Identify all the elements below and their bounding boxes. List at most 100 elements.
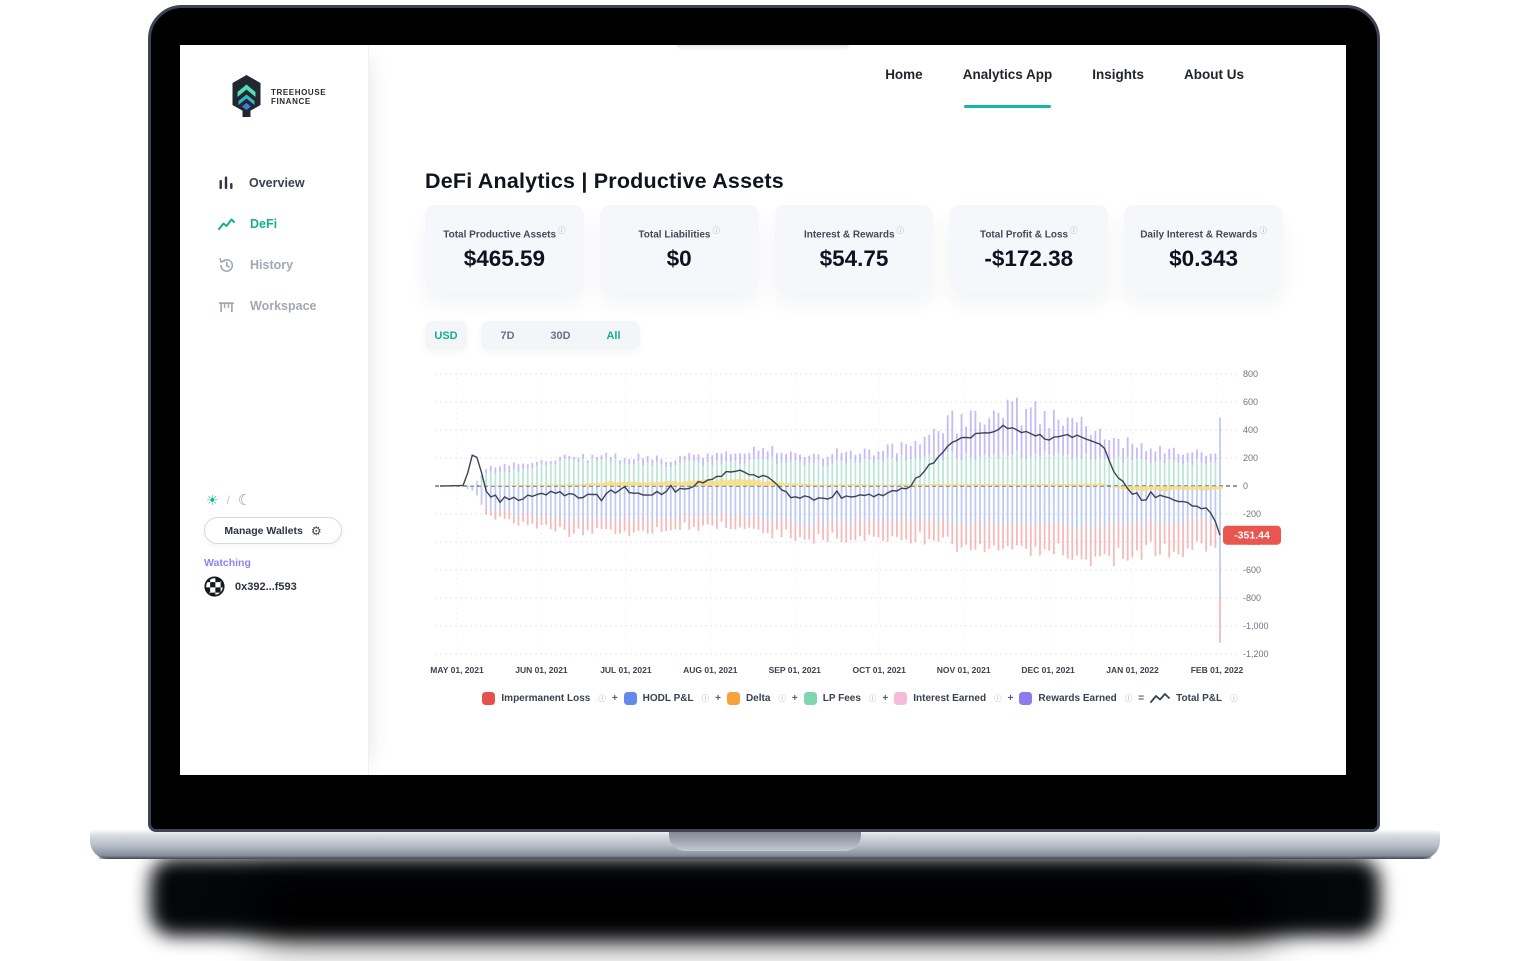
legend-swatch [726, 692, 740, 705]
brand-name-line1: TREEHOUSE [271, 87, 327, 97]
info-icon[interactable]: ⓘ [1259, 225, 1267, 235]
stat-value: $54.75 [819, 246, 889, 272]
legend-item-hodl-p-l[interactable]: HODL P&L ⓘ [623, 692, 710, 705]
legend-item-rewards-earned[interactable]: Rewards Earned ⓘ [1019, 692, 1132, 705]
currency-toggle-usd[interactable]: USD [425, 321, 467, 350]
stat-value: $0 [666, 246, 692, 272]
pnl-chart-area: 8006004002000-200-400-600-800-1,000-1,20… [425, 360, 1305, 722]
stat-card-total-productive-assets: Total Productive Assets ⓘ $465.59 [425, 205, 584, 292]
workspace-icon [218, 301, 235, 312]
range-all[interactable]: All [606, 329, 621, 342]
info-icon[interactable]: ⓘ [701, 694, 710, 703]
legend-operator: + [791, 693, 798, 704]
range-toggle-group: 7D 30D All [481, 321, 640, 350]
y-axis-label: -200 [1243, 509, 1261, 519]
x-axis-label: AUG 01, 2021 [683, 665, 738, 675]
stat-card-daily-interest-rewards: Daily Interest & Rewards ⓘ $0.343 [1124, 205, 1283, 292]
laptop-base [90, 830, 1440, 859]
brand-logo: TREEHOUSE FINANCE [230, 74, 326, 120]
legend-item-total-p-l[interactable]: Total P&L ⓘ [1150, 692, 1238, 705]
theme-toggle: ☀ / ☾ [206, 491, 252, 510]
legend-label: Impermanent Loss [501, 693, 591, 704]
info-icon[interactable]: ⓘ [1230, 694, 1238, 703]
legend-item-interest-earned[interactable]: Interest Earned ⓘ [894, 692, 1002, 705]
x-axis-label: JAN 01, 2022 [1106, 665, 1159, 675]
sidebar-item-label: Overview [249, 176, 305, 190]
info-icon[interactable]: ⓘ [778, 694, 786, 703]
legend-label: Rewards Earned [1038, 693, 1117, 704]
manage-wallets-button[interactable]: Manage Wallets ⚙ [204, 517, 342, 544]
moon-icon[interactable]: ☾ [237, 492, 252, 509]
treehouse-logo-icon [232, 75, 261, 117]
y-axis-label: 0 [1243, 481, 1248, 491]
total-pnl-line-icon [1150, 693, 1171, 703]
legend-item-lp-fees[interactable]: LP Fees ⓘ [803, 692, 877, 705]
info-icon[interactable]: ⓘ [1124, 694, 1133, 703]
theme-divider: / [226, 493, 230, 507]
main-content: Home Analytics App Insights About Us DeF… [368, 45, 1346, 775]
x-axis-label: NOV 01, 2021 [936, 665, 991, 675]
legend-operator: = [1138, 693, 1145, 704]
legend-label: LP Fees [822, 693, 861, 704]
x-axis-label: OCT 01, 2021 [852, 665, 906, 675]
sidebar-item-defi[interactable]: DeFi [218, 214, 358, 234]
info-icon[interactable]: ⓘ [896, 225, 905, 235]
x-axis-label: MAY 01, 2021 [430, 665, 484, 675]
wallet-list-item[interactable]: 0x392...f593 [204, 576, 297, 597]
range-30d[interactable]: 30D [550, 329, 571, 342]
pnl-chart[interactable]: 8006004002000-200-400-600-800-1,000-1,20… [425, 360, 1295, 660]
sidebar-item-overview[interactable]: Overview [218, 173, 358, 193]
legend-label: Delta [745, 693, 771, 704]
x-axis-label: JUL 01, 2021 [600, 665, 652, 675]
info-icon[interactable]: ⓘ [1070, 225, 1078, 235]
legend-item-delta[interactable]: Delta ⓘ [726, 692, 786, 705]
y-axis-label: -800 [1243, 593, 1261, 603]
legend-swatch [482, 692, 496, 705]
stat-value: $0.343 [1169, 246, 1238, 272]
sun-icon[interactable]: ☀ [206, 491, 219, 508]
legend-operator: + [715, 693, 721, 704]
camera-notch-shade [677, 45, 849, 50]
sidebar-item-label: DeFi [250, 217, 278, 231]
nav-item-insights[interactable]: Insights [1092, 67, 1144, 82]
sidebar-item-label: History [250, 258, 294, 272]
laptop-drop-shadow-soft [250, 880, 1280, 936]
info-icon[interactable]: ⓘ [868, 694, 877, 703]
trend-line-icon [218, 218, 235, 230]
stat-card-total-profit-loss: Total Profit & Loss ⓘ -$172.38 [949, 205, 1109, 292]
chart-legend: Impermanent Loss ⓘ + HODL P&L ⓘ + Delta ⓘ + LP Fe… [425, 692, 1295, 705]
nav-item-about-us[interactable]: About Us [1184, 67, 1244, 82]
x-axis-label: JUN 01, 2021 [515, 665, 568, 675]
stat-card-interest-rewards: Interest & Rewards ⓘ $54.75 [774, 205, 934, 292]
info-icon[interactable]: ⓘ [558, 225, 566, 235]
legend-item-impermanent-loss[interactable]: Impermanent Loss ⓘ [482, 692, 606, 705]
nav-item-analytics-app[interactable]: Analytics App [963, 67, 1052, 108]
legend-label: Interest Earned [913, 693, 987, 704]
legend-label: HODL P&L [642, 693, 694, 704]
stat-label: Daily Interest & Rewards [1140, 229, 1258, 241]
legend-swatch [803, 692, 817, 705]
sidebar-item-history[interactable]: History [218, 255, 358, 275]
laptop-base-notch [669, 830, 861, 851]
lp-fees-bars [457, 450, 1217, 486]
x-axis-label: SEP 01, 2021 [768, 665, 821, 675]
brand-name-line2: FINANCE [271, 97, 311, 106]
stat-value: $465.59 [463, 246, 546, 272]
wallet-address: 0x392...f593 [235, 580, 297, 593]
info-icon[interactable]: ⓘ [598, 694, 606, 703]
gear-icon: ⚙ [310, 523, 322, 538]
stat-label: Total Liabilities [638, 229, 711, 241]
nav-item-home[interactable]: Home [885, 67, 923, 82]
range-7d[interactable]: 7D [500, 329, 515, 342]
sidebar-item-label: Workspace [250, 299, 317, 313]
watching-label: Watching [204, 557, 251, 569]
sidebar-item-workspace[interactable]: Workspace [218, 296, 358, 316]
sidebar: TREEHOUSE FINANCE Overview DeFi [180, 45, 369, 775]
info-icon[interactable]: ⓘ [712, 225, 720, 235]
sidebar-nav: Overview DeFi History [218, 173, 358, 337]
info-icon[interactable]: ⓘ [994, 694, 1002, 703]
y-axis-label: -600 [1243, 565, 1261, 575]
legend-swatch [1019, 692, 1033, 705]
x-axis: MAY 01, 2021 JUN 01, 2021 JUL 01, 2021 AUG … [425, 665, 1295, 677]
y-axis-label: 800 [1243, 369, 1258, 379]
